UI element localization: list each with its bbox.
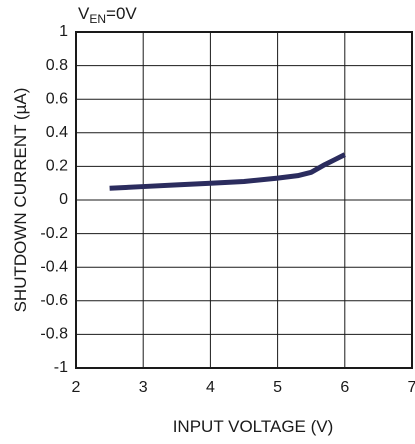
x-tick-label: 4 xyxy=(206,379,215,396)
condition-prefix: V xyxy=(78,4,90,23)
condition-suffix: =0V xyxy=(106,4,137,23)
plot-frame xyxy=(75,31,413,369)
x-axis-label: INPUT VOLTAGE (V) xyxy=(172,417,334,436)
x-tick-label: 5 xyxy=(273,379,282,396)
x-tick-label: 3 xyxy=(139,379,148,396)
series-line xyxy=(109,152,346,191)
x-tick-label: 6 xyxy=(340,379,349,396)
x-tick-label: 2 xyxy=(72,379,81,396)
y-tick-label: -0.8 xyxy=(40,326,68,343)
condition-subscript: EN xyxy=(89,12,107,26)
y-tick-label: -0.2 xyxy=(40,225,68,242)
y-tick-label: -1 xyxy=(54,359,68,376)
y-tick-label: -0.6 xyxy=(40,292,68,309)
condition-label: VEN=0V xyxy=(78,4,137,26)
y-tick-label: 1 xyxy=(59,23,68,40)
y-tick-label: 0.2 xyxy=(46,158,68,175)
y-tick-label: 0.4 xyxy=(46,124,68,141)
y-tick-label: 0.8 xyxy=(46,57,68,74)
y-tick-label: -0.4 xyxy=(40,258,68,275)
y-tick-label: 0.6 xyxy=(46,90,68,107)
x-tick-label: 7 xyxy=(408,379,415,396)
y-tick-label: 0 xyxy=(59,191,68,208)
